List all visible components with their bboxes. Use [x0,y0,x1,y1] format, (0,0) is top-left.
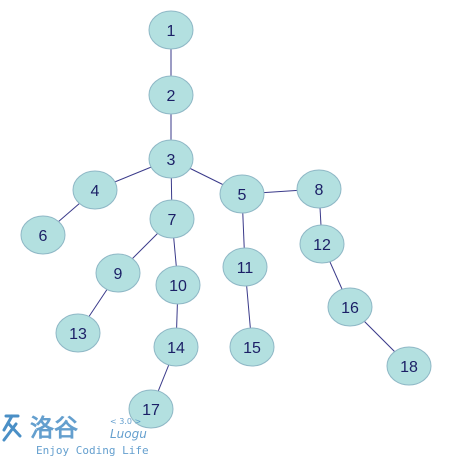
node-1: 1 [148,10,194,50]
node-ellipse [148,139,194,179]
node-label: 11 [237,260,254,277]
node-18: 18 [386,346,432,386]
node-17: 17 [128,389,174,429]
node-10: 10 [155,265,201,305]
node-ellipse [153,327,199,367]
node-label: 3 [167,152,176,169]
node-label: 2 [167,88,176,105]
node-label: 10 [169,278,187,295]
version-label: < 3.0 > [110,417,141,426]
node-label: 9 [114,266,123,283]
node-ellipse [72,170,118,210]
node-15: 15 [229,327,275,367]
node-label: 1 [167,23,176,40]
node-label: 7 [168,212,177,229]
node-ellipse [219,174,265,214]
node-4: 4 [72,170,118,210]
node-8: 8 [296,169,342,209]
node-label: 5 [238,187,247,204]
node-ellipse [299,224,345,264]
node-label: 6 [39,228,48,245]
node-16: 16 [327,287,373,327]
node-2: 2 [148,75,194,115]
node-label: 14 [167,340,185,357]
brand-label: Luogu [110,427,147,441]
node-14: 14 [153,327,199,367]
node-6: 6 [20,215,66,255]
node-ellipse [128,389,174,429]
luogu-logo-icon [2,414,22,442]
node-label: 12 [313,237,331,254]
node-ellipse [327,287,373,327]
node-ellipse [20,215,66,255]
luogu-watermark: 洛谷 < 3.0 > Luogu Enjoy Coding Life [2,414,149,457]
node-ellipse [55,313,101,353]
edges [42,30,410,410]
node-12: 12 [299,224,345,264]
node-ellipse [148,75,194,115]
node-label: 17 [142,402,160,419]
node-label: 13 [69,326,87,343]
node-ellipse [148,10,194,50]
node-7: 7 [149,199,195,239]
node-label: 18 [400,359,418,376]
node-ellipse [95,253,141,293]
node-5: 5 [219,174,265,214]
logo-chars: 洛谷 [30,414,79,442]
node-9: 9 [95,253,141,293]
node-ellipse [222,247,268,287]
node-ellipse [386,346,432,386]
node-label: 16 [341,300,359,317]
node-ellipse [296,169,342,209]
node-label: 8 [315,182,324,199]
node-label: 4 [91,183,100,200]
node-13: 13 [55,313,101,353]
node-ellipse [155,265,201,305]
node-3: 3 [148,139,194,179]
slogan-label: Enjoy Coding Life [36,444,149,457]
node-ellipse [149,199,195,239]
node-label: 15 [243,340,261,357]
node-11: 11 [222,247,268,287]
node-ellipse [229,327,275,367]
